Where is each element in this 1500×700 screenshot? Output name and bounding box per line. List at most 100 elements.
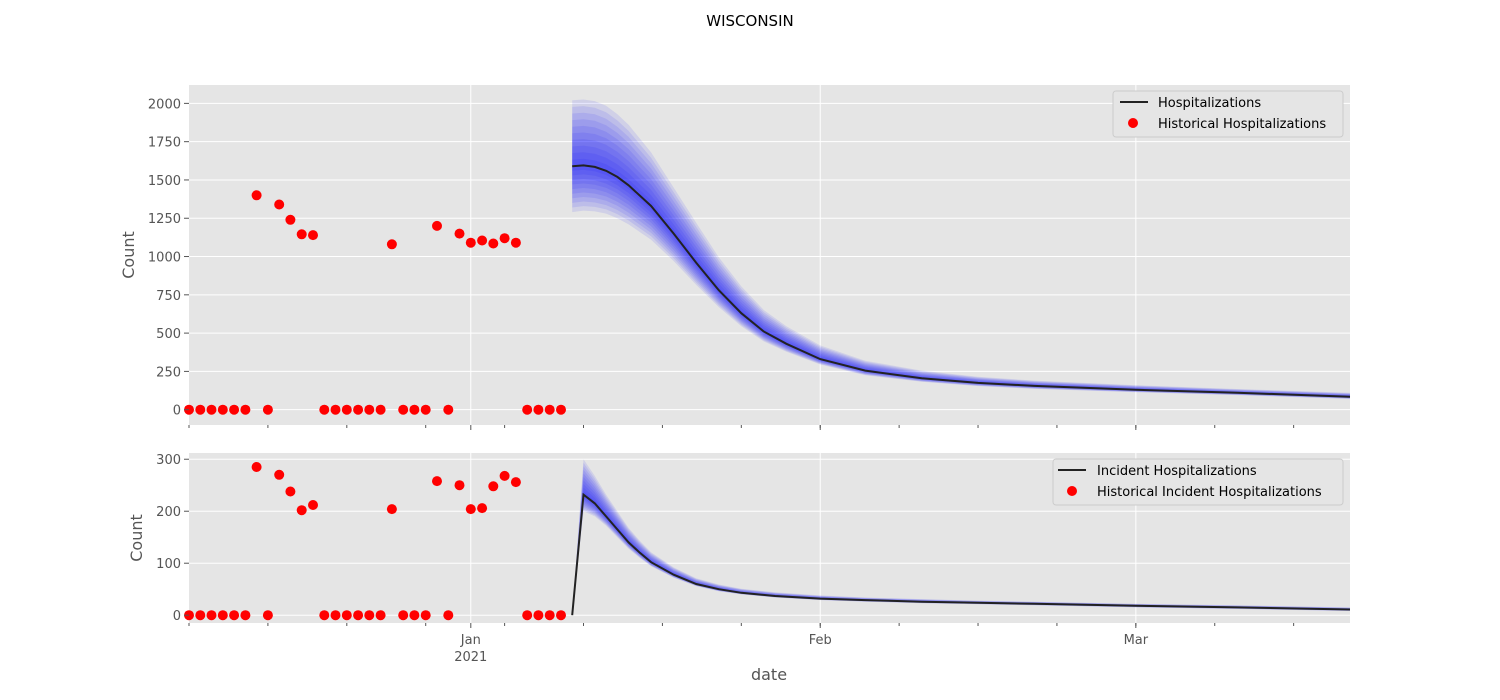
historical-point — [544, 610, 555, 621]
legend-box — [1112, 90, 1344, 138]
historical-point — [353, 404, 364, 415]
historical-point — [262, 610, 273, 621]
historical-point — [364, 610, 375, 621]
historical-point — [443, 610, 454, 621]
y-tick-label: 100 — [156, 557, 181, 572]
x-tick-label: Jan — [460, 633, 481, 648]
historical-point — [217, 404, 228, 415]
historical-hospitalizations-points — [184, 190, 566, 415]
historical-point — [454, 480, 465, 491]
historical-point — [195, 610, 206, 621]
historical-point — [510, 237, 521, 248]
y-tick-label: 750 — [156, 289, 181, 304]
y-tick-label: 200 — [156, 505, 181, 520]
x-tick-sublabel: 2021 — [454, 650, 487, 665]
historical-point — [285, 486, 296, 497]
historical-point — [229, 610, 240, 621]
y-tick-label: 0 — [173, 404, 181, 419]
historical-point — [274, 199, 285, 210]
historical-point — [556, 404, 566, 415]
incident-legend: Incident Hospitalizations Historical Inc… — [1052, 458, 1344, 506]
historical-point — [206, 610, 217, 621]
forecast-median-line — [572, 164, 1351, 398]
figure-title: WISCONSIN — [706, 12, 793, 30]
historical-point — [206, 404, 217, 415]
legend-label-hospitalizations: Hospitalizations — [1158, 96, 1261, 111]
historical-point — [308, 500, 318, 510]
hospitalizations-y-axis-label: Count — [119, 231, 138, 279]
historical-point — [341, 404, 352, 415]
historical-point — [229, 404, 240, 415]
y-tick-label: 1500 — [148, 174, 181, 189]
historical-point — [330, 610, 341, 621]
legend-dot-swatch — [1067, 486, 1077, 496]
historical-point — [195, 404, 206, 415]
historical-point — [330, 404, 341, 415]
incident-hospitalizations-panel: 0 100 200 300 Jan 2021 Feb Mar Count date Inci… — [127, 453, 1351, 684]
y-tick-label: 1000 — [148, 251, 181, 266]
historical-point — [432, 220, 442, 231]
legend-label-historical-incident-hospitalizations: Historical Incident Hospitalizations — [1097, 485, 1322, 500]
forecast-band-layer — [572, 125, 1350, 399]
forecast-band-layer — [572, 112, 1350, 399]
historical-point — [420, 610, 431, 621]
forecast-band-layer — [572, 106, 1350, 399]
historical-point — [409, 610, 420, 621]
legend-label-historical-hospitalizations: Historical Hospitalizations — [1158, 117, 1326, 132]
historical-point — [477, 503, 488, 514]
historical-point — [296, 505, 307, 516]
hospitalizations-grid — [189, 85, 1350, 425]
historical-point — [341, 610, 352, 621]
historical-point — [319, 404, 330, 415]
y-tick-label: 1750 — [148, 136, 181, 151]
historical-point — [522, 610, 533, 621]
y-tick-label: 250 — [156, 365, 181, 380]
forecast-band-layer — [572, 119, 1350, 399]
incident-y-ticks: 0 100 200 300 — [156, 453, 189, 624]
incident-line-layer — [571, 492, 1351, 616]
x-axis-label: date — [751, 665, 787, 684]
historical-point — [465, 504, 476, 515]
forecast-band-layer — [572, 145, 1350, 398]
historical-point — [544, 404, 555, 415]
hospitalizations-y-ticks: 0 250 500 750 1000 1250 1500 1750 2000 — [148, 97, 189, 419]
historical-point — [454, 228, 465, 239]
historical-point — [420, 404, 431, 415]
historical-point — [386, 504, 397, 515]
historical-point — [533, 610, 544, 621]
historical-point — [274, 469, 285, 480]
historical-point — [522, 404, 533, 415]
historical-point — [296, 229, 307, 240]
historical-point — [386, 239, 397, 250]
incident-x-ticks: Jan 2021 Feb Mar — [188, 623, 1295, 665]
forecast-band-layer — [572, 99, 1350, 399]
y-tick-label: 2000 — [148, 97, 181, 112]
historical-point — [398, 610, 409, 621]
historical-point — [465, 237, 476, 248]
incident-y-axis-label: Count — [127, 514, 146, 562]
historical-point — [510, 477, 521, 488]
historical-point — [499, 470, 510, 481]
historical-point — [488, 481, 499, 492]
historical-point — [409, 404, 420, 415]
historical-point — [353, 610, 364, 621]
historical-point — [556, 610, 566, 621]
forecast-median-line — [571, 492, 1351, 616]
historical-point — [285, 214, 296, 225]
historical-point — [308, 230, 318, 241]
historical-point — [477, 235, 488, 246]
historical-point — [375, 404, 386, 415]
hospitalizations-panel: 0 250 500 750 1000 1250 1500 1750 2000 Count Hos… — [119, 85, 1351, 430]
historical-point — [499, 233, 510, 244]
forecast-band-layer — [572, 132, 1350, 398]
x-tick-label: Feb — [809, 633, 832, 648]
historical-point — [432, 476, 442, 487]
historical-point — [251, 190, 262, 201]
y-tick-label: 500 — [156, 327, 181, 342]
historical-point — [364, 404, 375, 415]
historical-point — [251, 462, 262, 472]
historical-point — [488, 238, 499, 249]
historical-point — [217, 610, 228, 621]
legend-dot-swatch — [1128, 118, 1138, 128]
historical-point — [533, 404, 544, 415]
